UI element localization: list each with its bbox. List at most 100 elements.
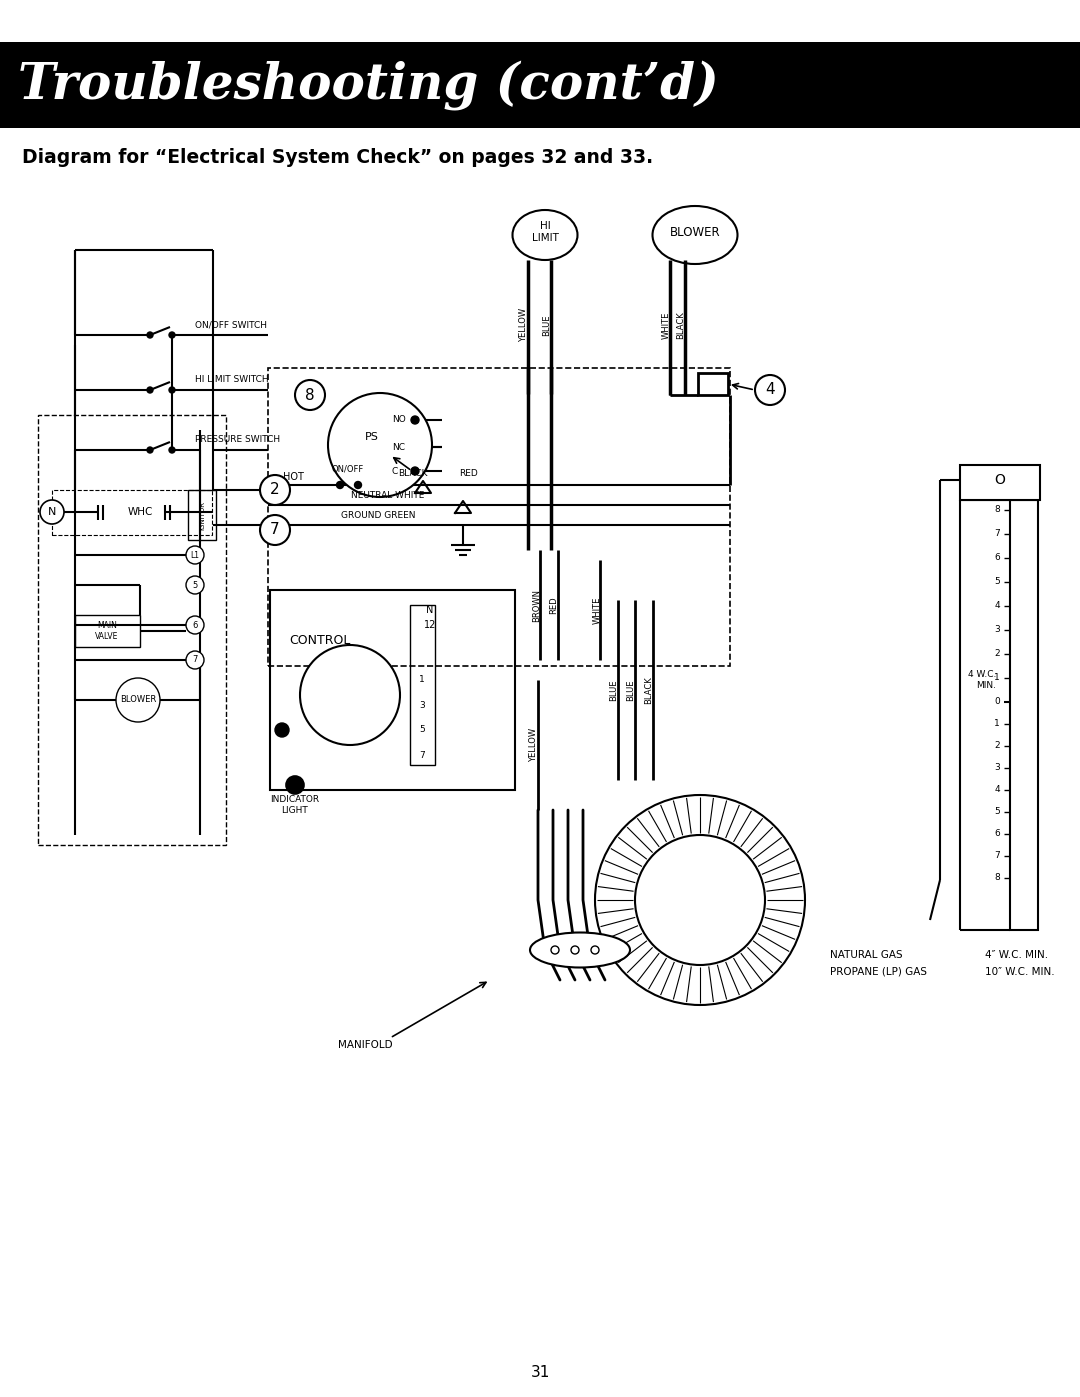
Text: WHC: WHC [127,507,152,517]
Text: CONTROL: CONTROL [289,633,351,647]
Text: 2: 2 [995,650,1000,658]
Text: 2: 2 [995,742,1000,750]
Ellipse shape [530,933,630,968]
Text: 4: 4 [995,602,1000,610]
Text: 8: 8 [995,506,1000,514]
Text: 3: 3 [995,764,1000,773]
Circle shape [635,835,765,965]
Text: BLOWER: BLOWER [670,226,720,239]
Text: 7: 7 [192,655,198,665]
Text: N: N [48,507,56,517]
Text: NC: NC [392,443,405,451]
Text: YELLOW: YELLOW [519,307,528,342]
Bar [410,605,435,766]
Text: Troubleshooting (cont’d): Troubleshooting (cont’d) [18,60,719,110]
Text: BLACK: BLACK [676,312,686,339]
Text: NO: NO [392,415,406,425]
Circle shape [186,576,204,594]
Text: NEUTRAL WHITE: NEUTRAL WHITE [351,490,424,500]
Circle shape [186,546,204,564]
Text: HI
LIMIT: HI LIMIT [531,221,558,243]
Bar [0,42,1080,129]
Text: 5: 5 [995,807,1000,816]
Circle shape [354,482,362,489]
Circle shape [260,475,291,504]
Text: HOT: HOT [283,472,303,482]
Text: 5: 5 [192,581,198,590]
Text: PRESSURE SWITCH: PRESSURE SWITCH [195,436,280,444]
Circle shape [147,332,153,338]
Text: Diagram for “Electrical System Check” on pages 32 and 33.: Diagram for “Electrical System Check” on… [22,148,653,168]
Text: GROUND GREEN: GROUND GREEN [341,510,415,520]
Text: N: N [427,605,434,615]
Text: 1: 1 [995,673,1000,683]
Text: 4: 4 [995,785,1000,795]
Bar [75,615,140,647]
Bar [38,415,226,845]
Circle shape [147,447,153,453]
Text: ON/OFF: ON/OFF [332,464,364,474]
Text: 12: 12 [423,620,436,630]
Bar [268,367,730,666]
Bar [698,373,728,395]
Text: L1: L1 [190,550,200,560]
Text: 1: 1 [419,676,424,685]
Circle shape [571,946,579,954]
Circle shape [260,515,291,545]
Text: RED: RED [459,468,477,478]
Text: 4″ W.C. MIN.: 4″ W.C. MIN. [985,950,1048,960]
Text: PROPANE (LP) GAS: PROPANE (LP) GAS [831,967,927,977]
Text: C: C [392,467,399,475]
Text: 7: 7 [419,750,424,760]
Bar [1010,500,1038,930]
Text: BROWN: BROWN [532,588,541,622]
Text: 1: 1 [995,719,1000,728]
Text: 6: 6 [995,553,1000,563]
Text: 0: 0 [995,697,1000,707]
Circle shape [411,416,419,425]
Circle shape [275,724,289,738]
Text: 8: 8 [995,873,1000,883]
Circle shape [286,775,303,793]
Text: MANIFOLD: MANIFOLD [338,1039,392,1051]
Text: INDICATOR
LIGHT: INDICATOR LIGHT [270,795,320,814]
Circle shape [168,387,175,393]
Text: 5: 5 [995,577,1000,587]
Text: 6: 6 [192,620,198,630]
Ellipse shape [652,205,738,264]
Circle shape [755,374,785,405]
Text: HI LIMIT SWITCH: HI LIMIT SWITCH [195,376,269,384]
Text: 6: 6 [995,830,1000,838]
Text: 3: 3 [995,626,1000,634]
Text: 2: 2 [270,482,280,497]
Text: WHITE: WHITE [661,312,671,338]
Text: 7: 7 [995,852,1000,861]
Text: BLUE: BLUE [626,679,635,701]
Bar [960,465,1040,500]
Text: WHITE: WHITE [593,597,602,623]
Circle shape [186,616,204,634]
Text: 5: 5 [419,725,424,735]
Circle shape [595,795,805,1004]
Circle shape [168,332,175,338]
Text: 4: 4 [766,383,774,398]
Text: 8: 8 [306,387,314,402]
Circle shape [551,946,559,954]
Text: RED: RED [550,597,558,613]
Text: ON/OFF SWITCH: ON/OFF SWITCH [195,320,267,330]
Text: BLOWER: BLOWER [120,696,157,704]
Circle shape [591,946,599,954]
Circle shape [337,482,343,489]
Circle shape [147,387,153,393]
Text: 31: 31 [530,1365,550,1380]
Text: BLUE: BLUE [542,314,552,335]
Text: 7: 7 [270,522,280,538]
Text: BLACK: BLACK [399,468,428,478]
Text: PS: PS [365,432,379,441]
Bar [270,590,515,789]
Circle shape [168,447,175,453]
Text: IGNITOR: IGNITOR [199,500,205,529]
Circle shape [40,500,64,524]
Text: 4 W.C.
MIN.: 4 W.C. MIN. [968,671,996,690]
Circle shape [411,467,419,475]
